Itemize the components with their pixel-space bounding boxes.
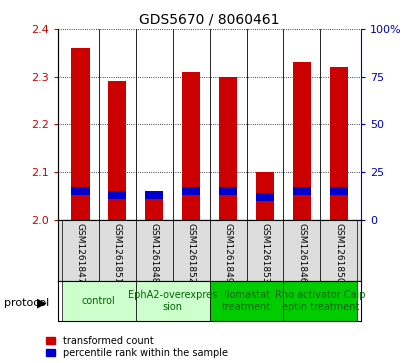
Bar (99, 220, 136, 281)
Bar (62, 281, 136, 321)
Bar (108, 191, 127, 199)
Text: control: control (82, 296, 116, 306)
Text: GSM1261852: GSM1261852 (187, 223, 195, 283)
Bar (136, 220, 173, 281)
Bar (145, 191, 164, 199)
Bar (293, 187, 311, 195)
Bar (62, 220, 99, 281)
Title: GDS5670 / 8060461: GDS5670 / 8060461 (139, 12, 280, 26)
Bar (210, 220, 247, 281)
Bar (145, 196, 164, 220)
Text: GSM1261850: GSM1261850 (334, 223, 343, 284)
Bar (71, 48, 90, 220)
Bar (283, 281, 357, 321)
Bar (136, 281, 210, 321)
Text: Rho activator Calp
eptin treatment: Rho activator Calp eptin treatment (275, 290, 366, 312)
Text: GSM1261853: GSM1261853 (261, 223, 269, 284)
Bar (182, 187, 200, 195)
Text: EphA2-overexpres
sion: EphA2-overexpres sion (128, 290, 217, 312)
Text: GSM1261851: GSM1261851 (113, 223, 122, 284)
Text: GSM1261848: GSM1261848 (150, 223, 159, 283)
Bar (108, 81, 127, 220)
Bar (256, 172, 274, 220)
Text: ▶: ▶ (37, 297, 46, 310)
Bar (330, 67, 348, 220)
Bar (173, 220, 210, 281)
Text: GSM1261849: GSM1261849 (224, 223, 232, 283)
Bar (182, 72, 200, 220)
Legend: transformed count, percentile rank within the sample: transformed count, percentile rank withi… (46, 336, 228, 358)
Text: GSM1261847: GSM1261847 (76, 223, 85, 283)
Bar (219, 187, 237, 195)
Text: protocol: protocol (4, 298, 49, 308)
Bar (247, 220, 283, 281)
Bar (320, 220, 357, 281)
Text: Ilomastat
treatment: Ilomastat treatment (222, 290, 271, 312)
Bar (330, 187, 348, 195)
Bar (283, 220, 320, 281)
Bar (256, 193, 274, 200)
Bar (219, 77, 237, 220)
Text: GSM1261846: GSM1261846 (298, 223, 306, 283)
Bar (210, 281, 283, 321)
Bar (293, 62, 311, 220)
Bar (71, 187, 90, 195)
